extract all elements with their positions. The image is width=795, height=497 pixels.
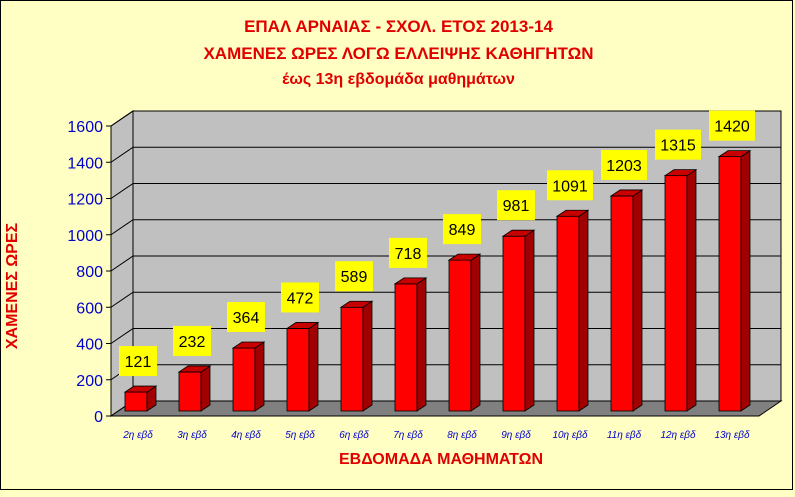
chart-title-line-3: έως 13η εβδομάδα μαθημάτων bbox=[282, 71, 515, 88]
bar bbox=[232, 347, 256, 412]
bar-side bbox=[416, 277, 427, 412]
data-label-box bbox=[443, 214, 481, 245]
bar-top bbox=[285, 322, 320, 329]
x-tick-label: 5η εβδ bbox=[285, 430, 315, 441]
x-tick-label: 8η εβδ bbox=[447, 430, 477, 441]
x-tick-label: 12η εβδ bbox=[660, 430, 696, 441]
bar-side bbox=[578, 209, 589, 412]
data-label-box bbox=[335, 261, 373, 292]
bar-side bbox=[308, 321, 319, 412]
bar-side bbox=[362, 300, 373, 412]
x-tick-label: 3η εβδ bbox=[177, 430, 207, 441]
data-label: 849 bbox=[449, 222, 476, 239]
bar bbox=[286, 328, 310, 412]
y-tick-label: 600 bbox=[76, 300, 103, 317]
y-tick-label: 0 bbox=[94, 409, 103, 426]
bar bbox=[610, 195, 634, 412]
x-tick-label: 13η εβδ bbox=[714, 430, 750, 441]
bar bbox=[394, 283, 418, 412]
y-tick-label: 400 bbox=[76, 337, 103, 354]
x-tick-label: 10η εβδ bbox=[552, 430, 588, 441]
data-label: 1315 bbox=[660, 138, 696, 155]
data-label-box bbox=[389, 237, 427, 268]
bar bbox=[502, 235, 526, 412]
chart-title-line-1: ΕΠΑΛ ΑΡΝΑΙΑΣ - ΣΧΟΛ. ΕΤΟΣ 2013-14 bbox=[244, 17, 553, 36]
chart-title-line-2: ΧΑΜΕΝΕΣ ΩΡΕΣ ΛΟΓΩ ΕΛΛΕΙΨΗΣ ΚΑΘΗΓΗΤΩΝ bbox=[203, 44, 594, 63]
data-label: 981 bbox=[503, 198, 530, 215]
bar bbox=[124, 391, 148, 412]
y-tick-label: 1000 bbox=[67, 228, 103, 245]
data-label: 472 bbox=[287, 290, 314, 307]
data-label: 121 bbox=[125, 354, 152, 371]
bar bbox=[448, 259, 472, 412]
data-label: 589 bbox=[341, 269, 368, 286]
bar-top bbox=[717, 150, 752, 158]
bar-side bbox=[740, 149, 751, 412]
data-label-box bbox=[119, 346, 157, 377]
bar-top bbox=[555, 209, 590, 217]
bar-side bbox=[200, 365, 211, 412]
data-label-box bbox=[227, 302, 265, 333]
y-tick-label: 1400 bbox=[67, 155, 103, 172]
data-label: 1091 bbox=[552, 178, 588, 195]
bar-side bbox=[632, 189, 643, 412]
x-tick-label: 11η εβδ bbox=[607, 430, 642, 441]
bar-top bbox=[393, 277, 428, 285]
bar-side bbox=[470, 253, 481, 412]
x-tick-label: 6η εβδ bbox=[339, 430, 369, 441]
bar-top bbox=[339, 300, 374, 308]
x-tick-label: 7η εβδ bbox=[393, 430, 423, 441]
data-label: 718 bbox=[395, 246, 422, 263]
bar-top bbox=[231, 341, 266, 349]
y-tick-label: 1600 bbox=[67, 119, 103, 136]
bar bbox=[718, 156, 742, 412]
bar-top bbox=[177, 365, 212, 373]
bar-side bbox=[686, 168, 697, 412]
data-label-box bbox=[497, 190, 535, 221]
bar bbox=[340, 306, 364, 412]
data-label-box bbox=[173, 325, 211, 356]
bar-top bbox=[609, 189, 644, 197]
bar-side bbox=[524, 229, 535, 412]
gridline bbox=[110, 110, 781, 127]
bar-top bbox=[447, 253, 482, 261]
x-tick-label: 4η εβδ bbox=[231, 430, 261, 441]
bar bbox=[664, 175, 688, 412]
data-label-box bbox=[601, 149, 647, 180]
y-tick-label: 800 bbox=[76, 264, 103, 281]
data-label-box bbox=[709, 110, 755, 141]
bar-top bbox=[123, 385, 158, 393]
bar-side bbox=[254, 341, 265, 412]
data-label: 1203 bbox=[606, 158, 642, 175]
data-label-box bbox=[281, 282, 319, 313]
data-label-box bbox=[547, 170, 593, 201]
gridline bbox=[110, 146, 781, 163]
data-label: 1420 bbox=[714, 119, 750, 136]
x-axis-label: ΕΒΔΟΜΑΔΑ ΜΑΘΗΜΑΤΩΝ bbox=[339, 451, 543, 468]
y-tick-label: 200 bbox=[76, 373, 103, 390]
x-tick-label: 9η εβδ bbox=[501, 430, 531, 441]
x-tick-label: 2η εβδ bbox=[122, 430, 153, 441]
data-label: 364 bbox=[233, 310, 260, 327]
bar-top bbox=[501, 229, 536, 237]
bar bbox=[556, 215, 580, 412]
y-tick-label: 1200 bbox=[67, 192, 103, 209]
data-label: 232 bbox=[179, 334, 206, 351]
bar bbox=[178, 371, 202, 412]
data-label-box bbox=[655, 129, 701, 160]
bar-top bbox=[663, 169, 698, 177]
